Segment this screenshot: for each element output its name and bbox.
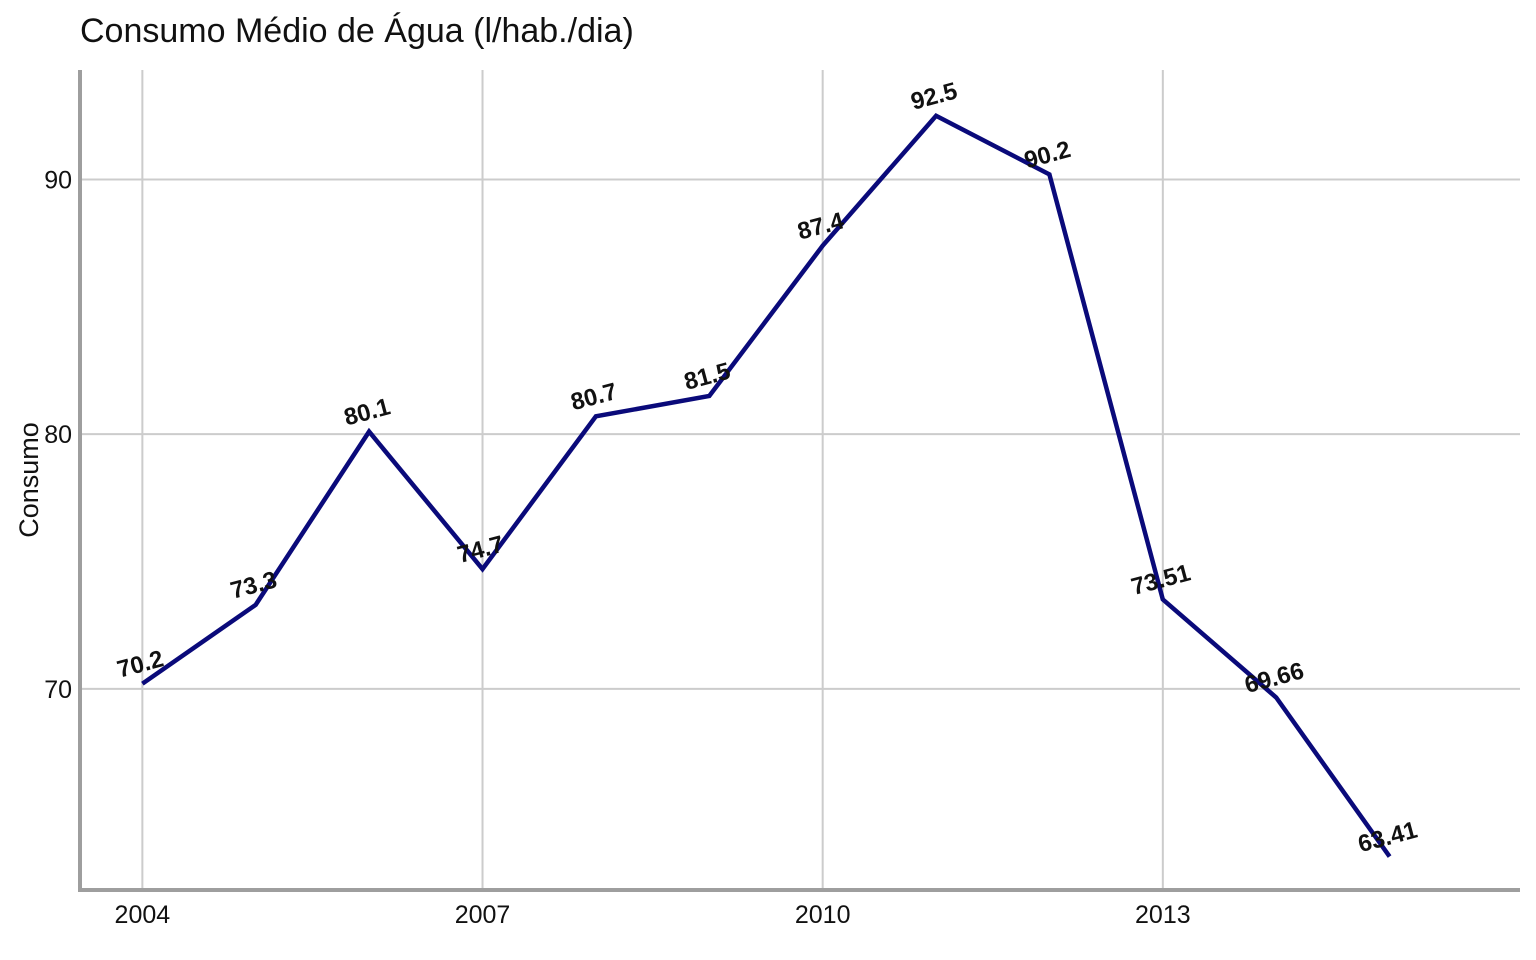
x-tick-label: 2013	[1135, 901, 1191, 929]
series-line	[141, 112, 1392, 858]
y-tick-label: 80	[44, 421, 72, 449]
axes	[78, 70, 1520, 892]
data-label: 92.5	[908, 78, 960, 116]
data-label: 90.2	[1021, 136, 1073, 174]
data-label: 69.66	[1242, 657, 1307, 699]
data-label: 87.4	[795, 207, 848, 245]
x-tick-label: 2007	[455, 901, 511, 929]
data-label: 70.2	[114, 645, 166, 683]
tick-labels: 2004 2007 2010 2013 70 80 90	[44, 167, 1190, 929]
grid-lines	[80, 70, 1520, 890]
data-label: 80.1	[341, 393, 393, 431]
chart-title: Consumo Médio de Água (l/hab./dia)	[80, 12, 634, 50]
x-tick-label: 2004	[115, 901, 171, 929]
y-tick-label: 70	[44, 676, 72, 704]
data-label: 81.5	[681, 358, 733, 396]
data-labels: 70.273.380.174.780.781.587.492.590.273.5…	[114, 78, 1420, 859]
x-tick-label: 2010	[795, 901, 851, 929]
data-label: 73.3	[228, 566, 280, 604]
y-tick-label: 90	[44, 167, 72, 195]
data-series	[141, 112, 1392, 858]
data-label: 80.7	[568, 378, 620, 416]
data-label: 74.7	[455, 531, 507, 569]
y-axis-title: Consumo	[14, 422, 44, 538]
